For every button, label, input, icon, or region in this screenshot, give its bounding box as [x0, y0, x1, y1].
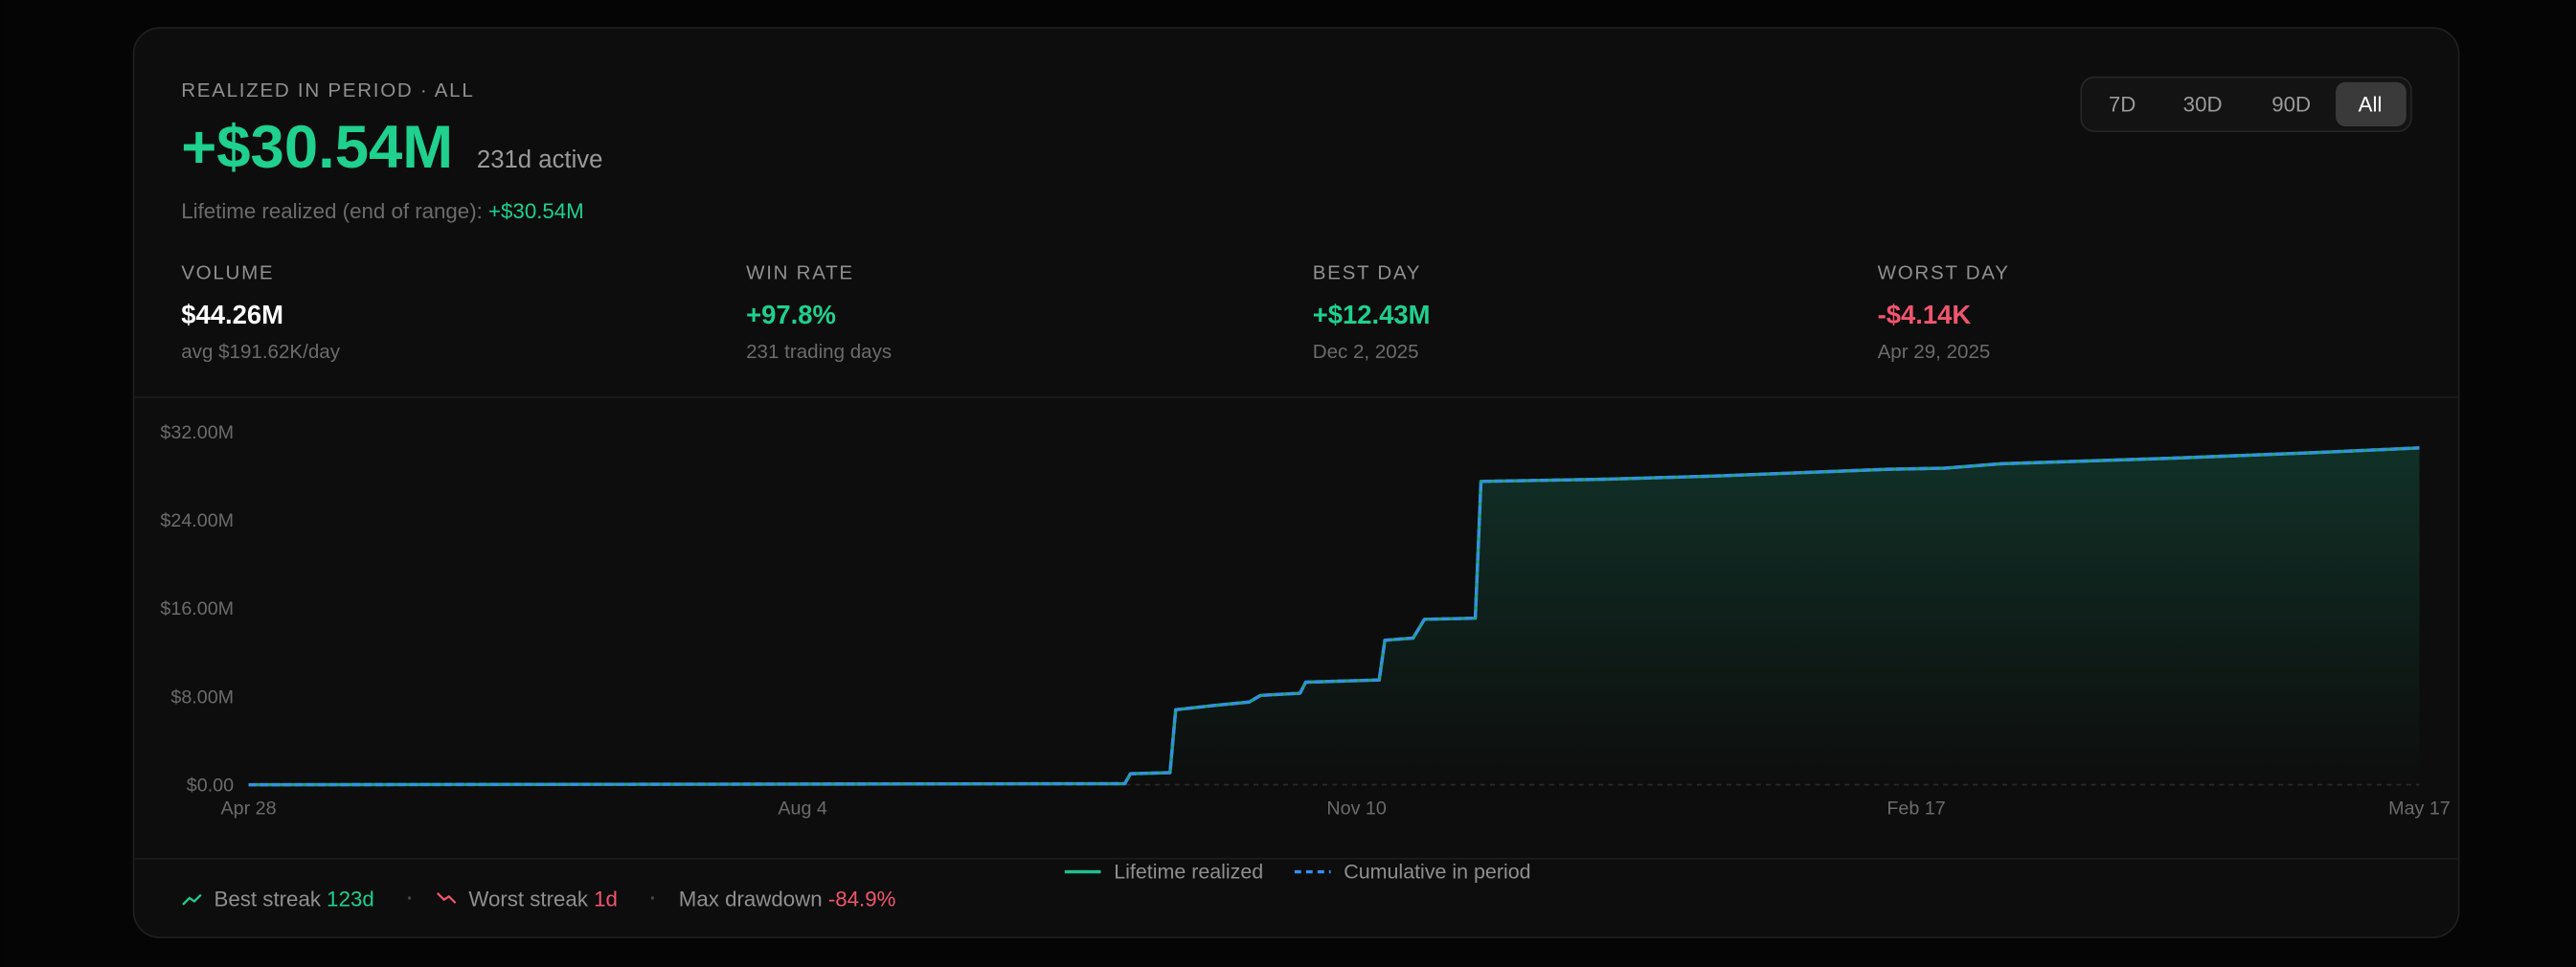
lifetime-label: Lifetime realized (end of range):	[181, 199, 483, 223]
x-tick-label: Apr 28	[221, 798, 277, 820]
legend-label: Cumulative in period	[1344, 860, 1530, 883]
y-tick-label: $32.00M	[160, 422, 234, 443]
header-label: REALIZED IN PERIOD · ALL	[181, 79, 474, 101]
header-value: +$30.54M	[181, 114, 453, 181]
range-button[interactable]: 30D	[2183, 93, 2223, 117]
footer-value: -84.9%	[828, 888, 896, 911]
x-tick-label: Aug 4	[778, 798, 827, 820]
footer-value: 123d	[327, 888, 374, 911]
stat-sub: Dec 2, 2025	[1313, 341, 1419, 363]
trend-up-icon	[182, 893, 202, 906]
footer-item: Best streak 123d	[215, 888, 374, 911]
footer-value: 1d	[594, 888, 618, 911]
y-tick-label: $16.00M	[160, 598, 234, 619]
x-tick-label: May 17	[2388, 798, 2451, 820]
stat-value: -$4.14K	[1878, 300, 1972, 329]
y-tick-label: $24.00M	[160, 510, 234, 531]
stat-label: VOLUME	[181, 262, 274, 284]
stat-sub: Apr 29, 2025	[1878, 341, 1991, 363]
legend: Lifetime realized Cumulative in period	[1064, 860, 1531, 883]
footer-item: Max drawdown -84.9%	[679, 888, 896, 911]
area	[248, 447, 2420, 785]
range-selector: 7D 30D 90D All	[2080, 76, 2412, 133]
range-button[interactable]: 7D	[2109, 93, 2135, 117]
legend-label: Lifetime realized	[1114, 860, 1263, 883]
plot: $0.00 $8.00M $16.00M $24.00M $32.00M Apr 28 Au…	[160, 422, 2450, 820]
stat-value: $44.26M	[181, 300, 283, 329]
range-frame	[2080, 76, 2412, 133]
lifetime-line: Lifetime realized (end of range): +$30.5…	[181, 199, 584, 223]
x-tick-label: Feb 17	[1887, 798, 1945, 820]
stat-value: +$12.43M	[1313, 300, 1431, 329]
y-tick-label: $0.00	[187, 776, 234, 797]
stat-label: BEST DAY	[1313, 262, 1422, 284]
stat-value: +97.8%	[746, 300, 836, 329]
footer-label: Best streak	[215, 888, 322, 911]
footer-label: Max drawdown	[679, 888, 823, 911]
footer-item: Worst streak 1d	[468, 888, 618, 911]
separator	[650, 896, 655, 900]
stat-label: WIN RATE	[746, 262, 854, 284]
x-tick-label: Nov 10	[1326, 798, 1386, 820]
lifetime-value: +$30.54M	[488, 199, 584, 223]
stats: VOLUME $44.26M avg $191.62K/day WIN RATE…	[181, 262, 2010, 363]
y-tick-label: $8.00M	[170, 686, 234, 708]
active-days: 231d active	[477, 146, 603, 173]
series-line	[248, 446, 2420, 787]
range-button[interactable]: 90D	[2271, 93, 2311, 117]
footer: Best streak 123d Worst streak 1d Max dra…	[182, 888, 896, 911]
range-button[interactable]: All	[2359, 93, 2383, 117]
range-active-bg	[2336, 81, 2407, 127]
footer-label: Worst streak	[468, 888, 588, 911]
separator	[407, 896, 412, 900]
stat-sub: 231 trading days	[746, 341, 892, 363]
stat-sub: avg $191.62K/day	[181, 341, 340, 363]
trend-down-icon	[436, 892, 457, 904]
stat-label: WORST DAY	[1878, 262, 2010, 284]
